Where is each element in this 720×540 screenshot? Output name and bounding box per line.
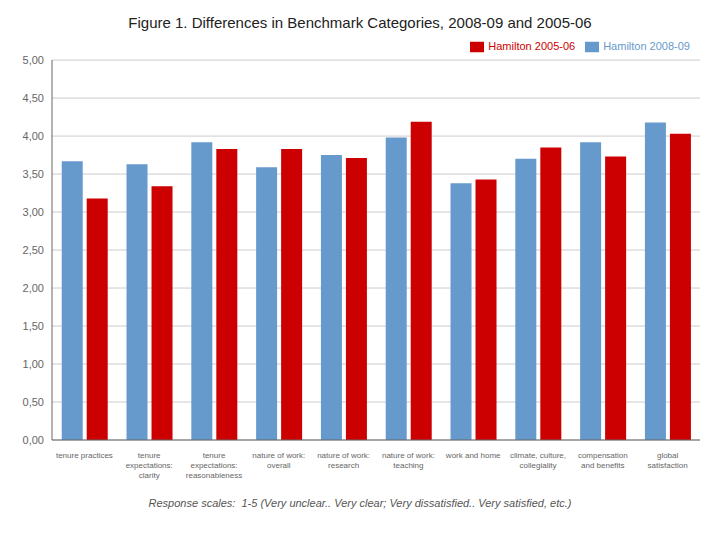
svg-text:1,00: 1,00 xyxy=(23,358,44,370)
svg-text:compensationand benefits: compensationand benefits xyxy=(578,451,628,470)
html-text:Response scales: 1-5 (Very unc: Response scales: 1-5 (Very unclear.. Ver… xyxy=(148,497,572,509)
svg-text:5,00: 5,00 xyxy=(23,54,44,66)
svg-text:climate, culture,collegiality: climate, culture,collegiality xyxy=(510,451,566,470)
svg-text:1,50: 1,50 xyxy=(23,320,44,332)
svg-text:4,50: 4,50 xyxy=(23,92,44,104)
svg-text:0,50: 0,50 xyxy=(23,396,44,408)
html-text:Figure 1. Differences in Bench: Figure 1. Differences in Benchmark Categ… xyxy=(128,14,592,31)
svg-text:work and home: work and home xyxy=(445,451,501,460)
svg-text:2,50: 2,50 xyxy=(23,244,44,256)
svg-text:nature of work:teaching: nature of work:teaching xyxy=(382,451,435,470)
html-text:Hamilton 2008-09: Hamilton 2008-09 xyxy=(603,40,690,52)
svg-text:2,00: 2,00 xyxy=(23,282,44,294)
svg-text:nature of work:research: nature of work:research xyxy=(317,451,370,470)
svg-text:tenureexpectations:clarity: tenureexpectations:clarity xyxy=(126,451,173,480)
svg-text:3,00: 3,00 xyxy=(23,206,44,218)
svg-text:tenureexpectations:reasonablen: tenureexpectations:reasonableness xyxy=(186,451,242,480)
svg-text:nature of work:overall: nature of work:overall xyxy=(252,451,305,470)
svg-text:tenure practices: tenure practices xyxy=(56,451,113,460)
svg-text:globalsatisfaction: globalsatisfaction xyxy=(648,451,688,470)
svg-text:3,50: 3,50 xyxy=(23,168,44,180)
svg-text:4,00: 4,00 xyxy=(23,130,44,142)
html-text:Hamilton 2005-06: Hamilton 2005-06 xyxy=(488,40,576,52)
svg-text:0,00: 0,00 xyxy=(23,434,44,446)
